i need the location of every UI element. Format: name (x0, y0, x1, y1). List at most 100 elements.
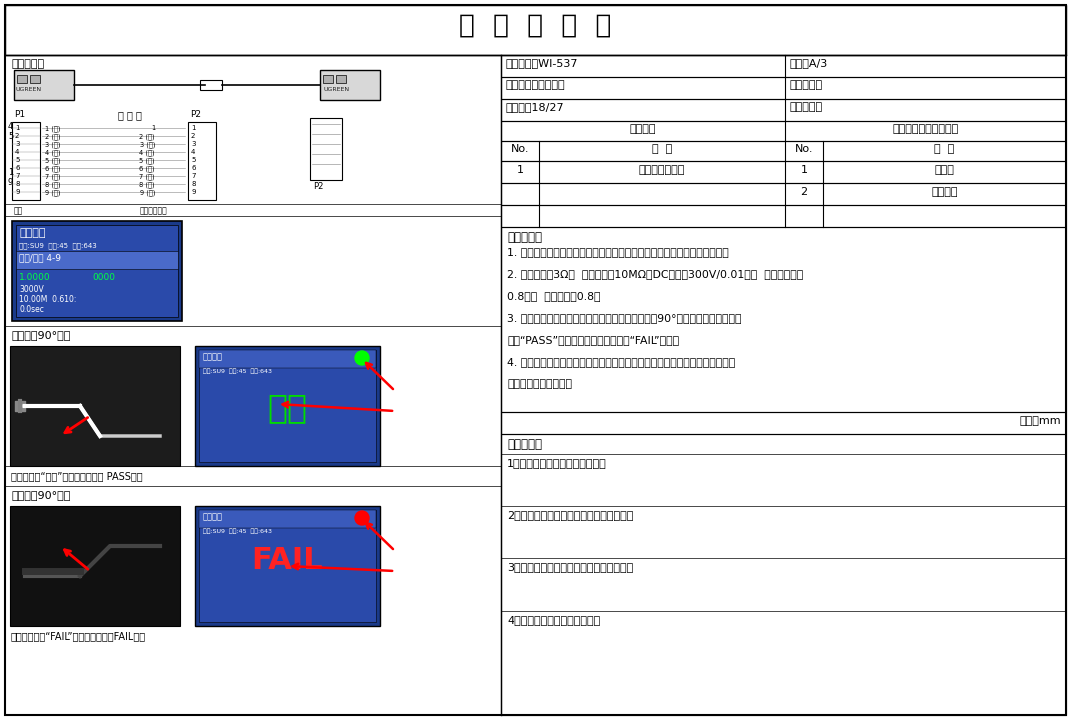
Bar (320, 70, 380, 100)
Text: 6 (黑): 6 (黑) (139, 165, 155, 171)
Bar (5, 5, 1066, 55)
Text: 作  业  指  导  书: 作 业 指 导 书 (458, 13, 612, 39)
Text: 线材测试: 线材测试 (19, 228, 45, 238)
Text: 1: 1 (7, 168, 13, 177)
Bar (17, 75, 27, 83)
Text: 3: 3 (15, 141, 19, 147)
Bar (336, 75, 346, 83)
Text: 0000: 0000 (92, 273, 115, 282)
Bar (501, 183, 1066, 205)
Text: 4．摇摆测试必须按要求操作。: 4．摇摆测试必须按要求操作。 (507, 615, 600, 625)
Text: 良品会显示“良品”字样，并且显示 PASS绿灯: 良品会显示“良品”字样，并且显示 PASS绿灯 (11, 471, 142, 481)
Text: 1.0000: 1.0000 (19, 273, 50, 282)
Bar (199, 510, 376, 622)
Text: 标准产能：: 标准产能： (790, 102, 824, 112)
Text: P1: P1 (14, 110, 25, 119)
Text: 1: 1 (191, 125, 196, 131)
Text: 测试机: 测试机 (935, 165, 954, 175)
Text: 使用设备及工具、治具: 使用设备及工具、治具 (892, 124, 959, 134)
Circle shape (355, 511, 369, 525)
Text: 1 (红): 1 (红) (45, 125, 60, 132)
Text: 2. 导通阻抗：3Ω，  络缘阻抗：10MΩ，DC电压：300V/0.01秒，  瞬短断测试：: 2. 导通阻抗：3Ω， 络缘阻抗：10MΩ，DC电压：300V/0.01秒， 瞬… (507, 269, 803, 279)
Bar (195, 506, 380, 626)
Bar (195, 346, 380, 466)
Text: 名  称: 名 称 (934, 144, 954, 154)
Text: UGREEN: UGREEN (323, 87, 349, 92)
Bar (14, 70, 74, 100)
Text: 内，记录在不良报表。: 内，记录在不良报表。 (507, 379, 572, 389)
Text: 2 (白): 2 (白) (45, 133, 61, 140)
Bar (501, 434, 1066, 715)
Text: 7: 7 (15, 173, 19, 179)
Text: 4: 4 (191, 149, 195, 155)
Text: 版本：A/3: 版本：A/3 (790, 58, 828, 68)
Bar (501, 161, 1066, 183)
Text: 文件编号：WI-537: 文件编号：WI-537 (506, 58, 578, 68)
Text: 3 (绿): 3 (绿) (139, 141, 155, 148)
Text: 9 (橙): 9 (橙) (45, 189, 60, 196)
Text: 4: 4 (15, 149, 19, 155)
Text: 0.0sec: 0.0sec (19, 305, 44, 314)
Bar (310, 118, 342, 180)
Text: No.: No. (795, 144, 813, 154)
Bar (501, 227, 1066, 412)
Text: 1: 1 (516, 165, 524, 175)
Text: P2: P2 (190, 110, 201, 119)
Text: 鐵壳: 鐵壳 (14, 206, 24, 215)
Bar (501, 55, 1066, 77)
Bar (501, 99, 1066, 121)
Text: 3. 测试员将插头正确插入测试治具内，做上、下夅90°摇摆测试，良品则显示: 3. 测试员将插头正确插入测试治具内，做上、下夅90°摇摆测试，良品则显示 (507, 313, 741, 323)
Text: 0.8秒，  瞬断测试：0.8秒: 0.8秒， 瞬断测试：0.8秒 (507, 291, 601, 301)
Text: 2: 2 (191, 133, 195, 139)
Text: 4 (黑): 4 (黑) (139, 149, 155, 156)
Text: 8: 8 (15, 181, 19, 187)
Bar (323, 75, 333, 83)
Bar (199, 350, 376, 462)
Bar (10, 506, 180, 626)
Text: 使用材料: 使用材料 (630, 124, 657, 134)
Text: 1. 打开测试机，测试班组长按照图纸要求调试测试机相关参数及核对接点。: 1. 打开测试机，测试班组长按照图纸要求调试测试机相关参数及核对接点。 (507, 247, 728, 257)
Text: 1: 1 (800, 165, 808, 175)
Text: 选择/确认 4-9: 选择/确认 4-9 (19, 253, 61, 262)
Text: 作业步骤：: 作业步骤： (507, 231, 542, 244)
Text: 2: 2 (15, 133, 19, 139)
Text: 型号:SU9  节点:45  安数:643: 型号:SU9 节点:45 安数:643 (19, 242, 96, 248)
Circle shape (355, 351, 369, 365)
Text: P2: P2 (313, 182, 323, 191)
Text: 3: 3 (191, 141, 196, 147)
Bar (501, 141, 1066, 161)
Text: 9: 9 (191, 189, 196, 195)
Text: 5: 5 (15, 157, 19, 163)
Text: 不良品会显示“FAIL”字样，并且显示FAIL红灯: 不良品会显示“FAIL”字样，并且显示FAIL红灯 (11, 631, 146, 641)
Text: 图示说明：: 图示说明： (11, 59, 44, 69)
Text: FAIL: FAIL (252, 546, 322, 575)
Text: 绿色“PASS”绿灯，不良品则显示红色“FAIL”红灯。: 绿色“PASS”绿灯，不良品则显示红色“FAIL”红灯。 (507, 335, 679, 345)
Text: 型号:SU9  节点:45  安数:643: 型号:SU9 节点:45 安数:643 (203, 528, 272, 534)
Bar (30, 75, 40, 83)
Bar (501, 77, 1066, 99)
Text: 5: 5 (191, 157, 195, 163)
Text: 4 (黑): 4 (黑) (45, 149, 61, 156)
Text: 上工序之半成品: 上工序之半成品 (638, 165, 685, 175)
Text: 工序名称：成品测试: 工序名称：成品测试 (506, 80, 565, 90)
Text: 接 点 表: 接 点 表 (118, 110, 142, 120)
Text: 型号:SU9  节点:45  安数:643: 型号:SU9 节点:45 安数:643 (203, 368, 272, 374)
Text: 9: 9 (7, 178, 13, 187)
Text: 9: 9 (15, 189, 19, 195)
Text: 1．检查测试条件是否符合要求。: 1．检查测试条件是否符合要求。 (507, 458, 607, 468)
Text: 6: 6 (191, 165, 196, 171)
Text: 5: 5 (7, 132, 13, 141)
Text: 1: 1 (151, 125, 155, 131)
Text: 测试治具: 测试治具 (932, 187, 957, 197)
Text: 7: 7 (191, 173, 196, 179)
Text: 品  名: 品 名 (652, 144, 673, 154)
Text: 1: 1 (15, 125, 19, 131)
Bar (12, 221, 182, 321)
Text: 8 (橙): 8 (橙) (45, 181, 61, 188)
Bar (501, 412, 1066, 434)
Text: 10.00M  0.610:: 10.00M 0.610: (19, 295, 76, 304)
Bar (188, 122, 216, 200)
Text: 4. 测试员对良品和不良品分开放置，不良品标示不良原因并置入红色不良品框: 4. 测试员对良品和不良品分开放置，不良品标示不良原因并置入红色不良品框 (507, 357, 736, 367)
Bar (199, 510, 376, 528)
Bar (10, 346, 180, 466)
